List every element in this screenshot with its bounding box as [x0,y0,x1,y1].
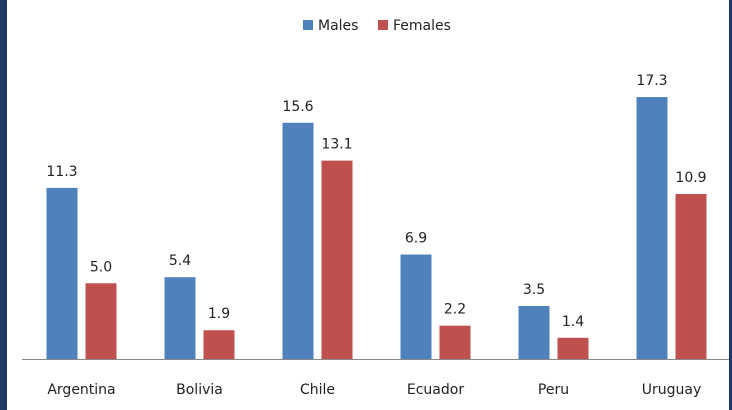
data-label: 13.1 [321,137,352,153]
bar [439,325,471,359]
x-tick-label: Ecuador [407,382,464,398]
data-label: 2.2 [444,302,466,318]
bar [46,187,78,359]
bar [518,306,550,359]
left-edge [0,0,7,410]
x-tick-label: Peru [538,382,569,398]
legend-swatch [303,20,313,30]
data-label: 6.9 [405,231,427,247]
data-label: 15.6 [282,99,313,115]
bar [321,160,353,359]
data-label: 10.9 [675,170,706,186]
bar [400,254,432,359]
x-tick-label: Chile [300,382,335,398]
x-tick-label: Uruguay [642,382,702,398]
bar [557,337,589,359]
data-label: 1.4 [562,314,584,330]
data-label: 3.5 [523,282,545,298]
bar [282,122,314,360]
data-label: 17.3 [636,73,667,89]
data-label: 1.9 [208,306,230,322]
data-label: 11.3 [46,164,77,180]
x-tick-label: Bolivia [176,382,223,398]
data-label: 5.4 [169,253,191,269]
data-label: 5.0 [90,259,112,275]
bar [675,193,707,359]
bar [85,283,117,359]
legend-label: Males [318,18,358,34]
x-tick-label: Argentina [47,382,115,398]
bar [164,277,196,359]
bar [203,330,235,359]
legend-swatch [378,20,388,30]
bar [636,97,668,360]
right-edge [729,0,732,410]
legend-label: Females [393,18,451,34]
